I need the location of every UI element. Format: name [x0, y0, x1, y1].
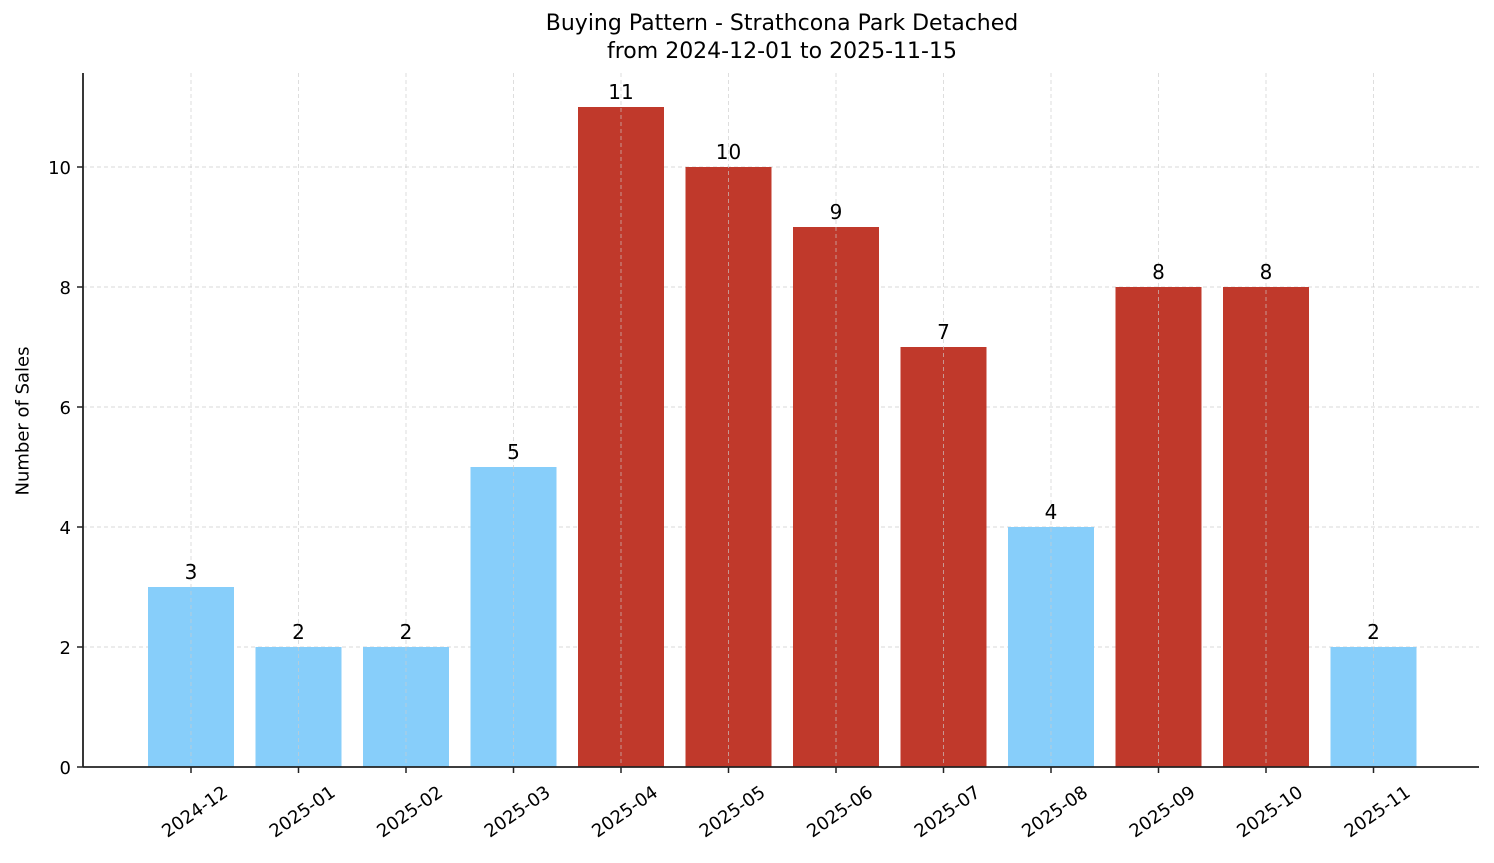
chart-title: Buying Pattern - Strathcona Park Detache…: [0, 10, 1494, 66]
y-tick-label: 8: [60, 278, 71, 299]
x-tick-label: 2025-09: [1126, 782, 1200, 842]
x-tick-label: 2025-01: [266, 782, 340, 842]
bar-2025-03: [470, 467, 557, 767]
x-tick-label: 2025-06: [803, 782, 877, 842]
data-label: 9: [830, 200, 843, 224]
y-tick-label: 4: [60, 518, 71, 539]
x-tick-label: 2025-03: [481, 782, 555, 842]
x-tick-label: 2025-10: [1233, 782, 1307, 842]
data-label: 5: [507, 440, 520, 464]
x-tick-label: 2025-02: [373, 782, 447, 842]
data-label: 8: [1152, 260, 1165, 284]
data-label: 4: [1045, 500, 1058, 524]
data-label: 3: [185, 560, 198, 584]
y-axis-ticks: 0 2 4 6 8 10: [48, 158, 83, 779]
data-label: 11: [608, 80, 633, 104]
axes: [82, 73, 1479, 768]
y-tick-label: 0: [60, 758, 71, 779]
bar-2025-10: [1223, 287, 1309, 767]
x-tick-label: 2025-05: [696, 782, 770, 842]
x-tick-label: 2025-07: [911, 782, 985, 842]
x-tick-label: 2024-12: [158, 782, 232, 842]
x-tick-label: 2025-11: [1341, 782, 1415, 842]
data-label: 2: [400, 620, 413, 644]
data-label: 8: [1260, 260, 1273, 284]
vertical-gridlines: [190, 73, 1374, 767]
data-label: 2: [1367, 620, 1380, 644]
y-tick-label: 2: [60, 638, 71, 659]
y-tick-label: 6: [60, 398, 71, 419]
data-label: 7: [937, 320, 950, 344]
x-tick-label: 2025-04: [588, 782, 662, 842]
data-label: 2: [292, 620, 305, 644]
x-tick-label: 2025-08: [1018, 782, 1092, 842]
y-tick-label: 10: [48, 158, 71, 179]
bars: [148, 107, 1417, 767]
chart-subtitle: from 2024-12-01 to 2025-11-15: [607, 39, 957, 64]
data-labels: 3 2 2 5 11 10 9 7 4 8 8 2: [185, 80, 1380, 644]
data-label: 10: [716, 140, 741, 164]
bar-2025-09: [1115, 287, 1202, 767]
x-axis-ticks: 2024-12 2025-01 2025-02 2025-03 2025-04 2025-…: [158, 767, 1414, 842]
chart-title-main: Buying Pattern - Strathcona Park Detache…: [545, 11, 1019, 36]
